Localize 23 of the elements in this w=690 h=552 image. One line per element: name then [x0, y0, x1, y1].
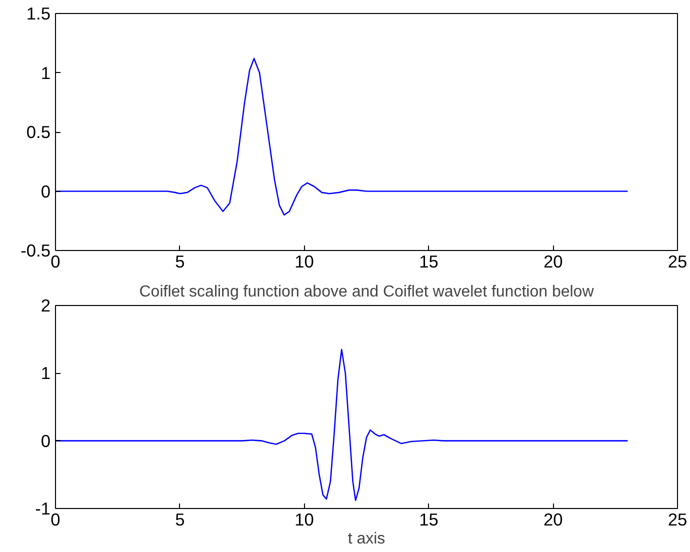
- line-series: [56, 348, 628, 502]
- x-tick-label: 5: [175, 510, 185, 530]
- line-series: [56, 58, 628, 216]
- x-axis-title: t axis: [348, 530, 386, 548]
- y-tick-label: 0.5: [26, 122, 51, 142]
- y-tick-label: -1: [35, 498, 51, 518]
- x-tick-label: 10: [294, 510, 314, 530]
- x-tick-label: 15: [419, 510, 438, 530]
- x-tick-label: 20: [543, 252, 563, 272]
- x-tick-label: 25: [668, 510, 688, 530]
- y-tick-label: 1: [40, 62, 51, 83]
- x-tick-label: 25: [668, 252, 688, 272]
- x-tick-label: 20: [543, 510, 563, 530]
- y-tick-label: 0: [40, 430, 51, 451]
- x-tick-label: 5: [175, 252, 185, 272]
- y-tick-label: 0: [40, 181, 51, 202]
- y-tick-label: 1.5: [26, 4, 51, 24]
- y-tick-label: 1: [40, 363, 51, 384]
- y-tick-label: -0.5: [20, 240, 50, 260]
- chart-title: Coiflet scaling function above and Coiflet wavelet function below: [139, 284, 594, 300]
- y-tick-label: 2: [40, 296, 51, 316]
- x-tick-label: 10: [294, 252, 314, 272]
- x-tick-label: 15: [419, 252, 438, 272]
